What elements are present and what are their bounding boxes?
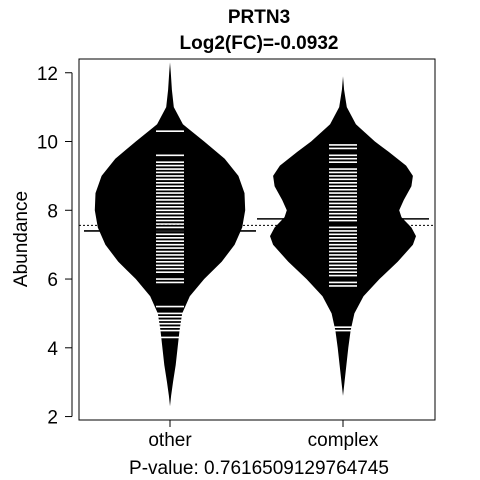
bean-complex xyxy=(270,76,416,396)
lines-layer xyxy=(79,130,435,339)
beans-layer xyxy=(94,62,416,407)
chart-title: PRTN3 xyxy=(228,7,290,28)
x-axis-label: P-value: 0.7616509129764745 xyxy=(129,458,389,479)
category-label-complex: complex xyxy=(308,430,379,451)
y-tick-label-2: 2 xyxy=(47,408,58,429)
x-axis: other complex xyxy=(148,420,379,451)
y-axis: 2 4 6 8 10 12 xyxy=(37,64,73,429)
y-tick-label-6: 6 xyxy=(47,270,58,291)
y-tick-label-4: 4 xyxy=(47,339,58,360)
y-axis-label: Abundance xyxy=(11,191,32,287)
plot-frame xyxy=(78,58,436,421)
y-tick-label-12: 12 xyxy=(37,64,58,85)
y-tick-label-8: 8 xyxy=(47,201,58,222)
chart-subtitle: Log2(FC)=-0.0932 xyxy=(180,33,339,54)
y-tick-label-10: 10 xyxy=(37,133,58,154)
category-label-other: other xyxy=(148,430,192,451)
